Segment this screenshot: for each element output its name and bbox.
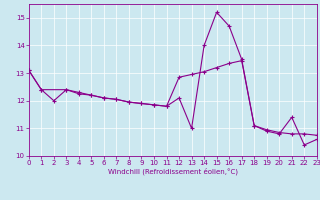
X-axis label: Windchill (Refroidissement éolien,°C): Windchill (Refroidissement éolien,°C) [108, 168, 238, 175]
